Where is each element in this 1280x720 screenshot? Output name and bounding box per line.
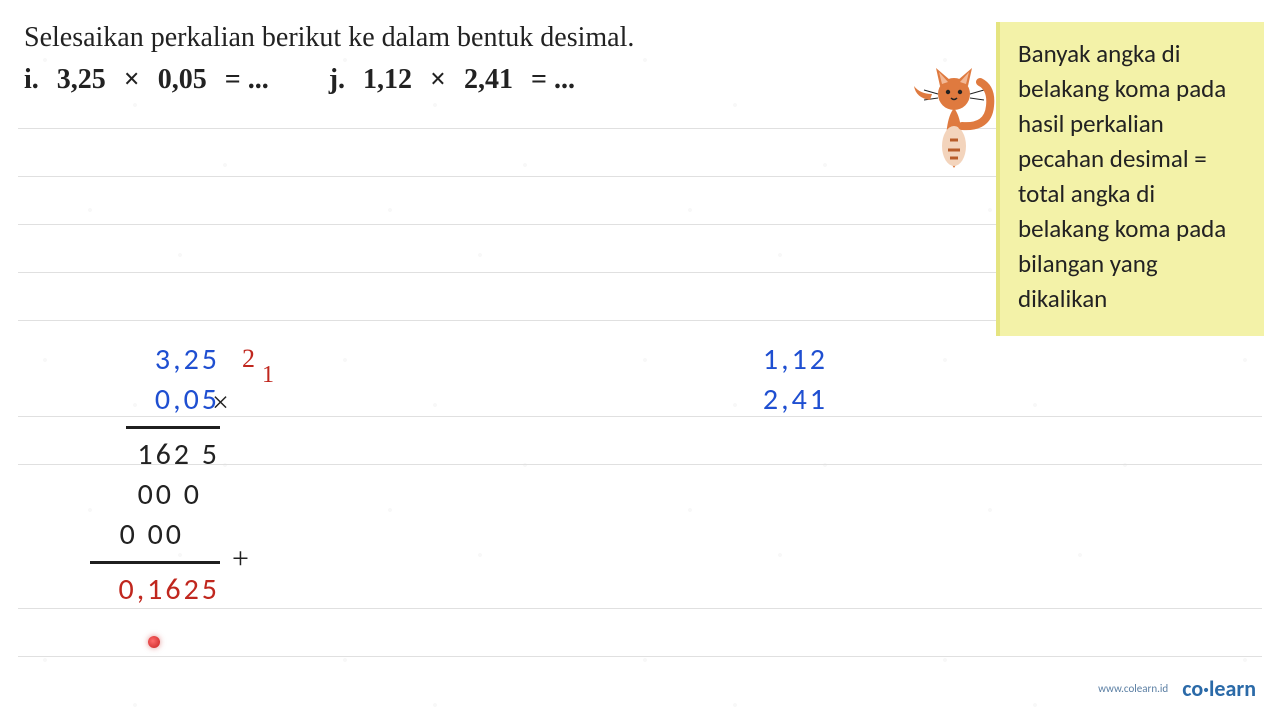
problem-label: j. bbox=[329, 64, 345, 96]
multiplier: 0,05 bbox=[90, 380, 220, 420]
multiplicand: 1,12 bbox=[760, 340, 828, 380]
footer: www.colearn.id co·learn bbox=[1098, 675, 1256, 702]
equals: = ... bbox=[531, 64, 575, 96]
result: 0,1625 bbox=[90, 570, 220, 610]
carry-digit: 1 bbox=[262, 362, 274, 389]
brand-logo: co·learn bbox=[1182, 675, 1256, 702]
hint-callout: Banyak angka di belakang koma pada hasil… bbox=[996, 22, 1264, 336]
operand-b: 0,05 bbox=[158, 64, 207, 96]
plus-icon: + bbox=[232, 542, 249, 576]
bar bbox=[90, 561, 220, 564]
page-title: Selesaikan perkalian berikut ke dalam be… bbox=[24, 22, 634, 54]
operand-a: 1,12 bbox=[363, 64, 412, 96]
problem-i: i. 3,25 × 0,05 = ... bbox=[24, 64, 269, 96]
multiplicand: 3,25 bbox=[90, 340, 220, 380]
carry-digit: 2 bbox=[242, 344, 255, 374]
operator: × bbox=[124, 64, 140, 96]
longmult-left: 3,25 0,05 162 5 00 0 0 00 0,1625 bbox=[90, 340, 220, 610]
multiplier: 2,41 bbox=[760, 380, 828, 420]
cursor-dot-icon bbox=[148, 636, 160, 648]
problem-label: i. bbox=[24, 64, 39, 96]
longmult-right: 1,12 2,41 bbox=[760, 340, 828, 420]
partial-3: 0 00 bbox=[90, 515, 220, 555]
bar bbox=[126, 426, 220, 429]
cat-icon bbox=[910, 58, 998, 170]
partial-1: 162 5 bbox=[90, 435, 220, 475]
problem-j: j. 1,12 × 2,41 = ... bbox=[329, 64, 575, 96]
operand-a: 3,25 bbox=[57, 64, 106, 96]
footer-url: www.colearn.id bbox=[1098, 682, 1168, 695]
gridline bbox=[18, 656, 1262, 657]
multiply-icon: × bbox=[212, 386, 229, 420]
equals: = ... bbox=[225, 64, 269, 96]
operand-b: 2,41 bbox=[464, 64, 513, 96]
partial-2: 00 0 bbox=[90, 475, 220, 515]
operator: × bbox=[430, 64, 446, 96]
problem-row: i. 3,25 × 0,05 = ... j. 1,12 × 2,41 = ..… bbox=[24, 64, 575, 96]
